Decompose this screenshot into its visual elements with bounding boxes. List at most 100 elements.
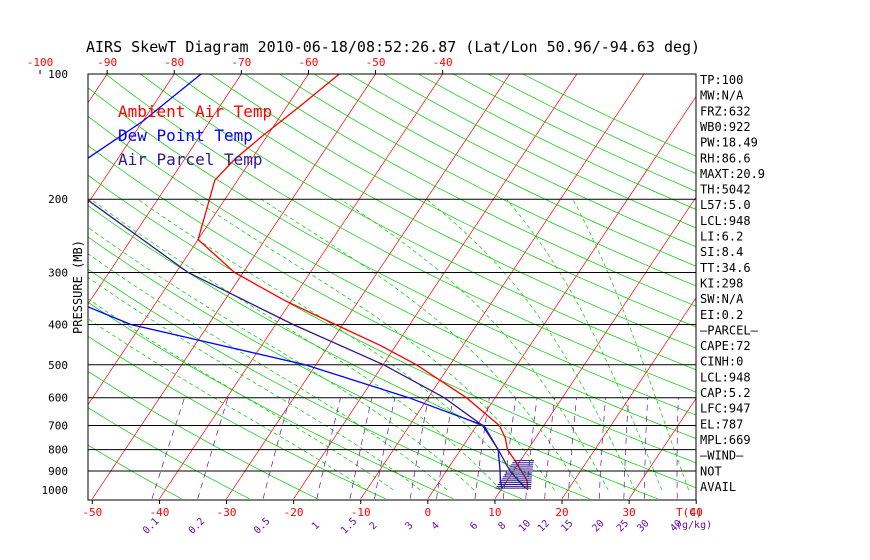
index-entry: CINH:0 xyxy=(700,355,743,369)
mixing-ratio-line xyxy=(676,397,679,499)
mixing-ratio-tick-label: 10 xyxy=(517,518,533,534)
dry-adiabat-line xyxy=(487,74,696,174)
dry-adiabat-line xyxy=(88,335,386,500)
pressure-tick-label: 300 xyxy=(48,266,68,279)
index-entry: SW:N/A xyxy=(700,292,744,306)
top-temp-tick-label: -100 xyxy=(27,56,54,69)
dry-adiabat-line xyxy=(418,74,696,210)
bottom-temp-tick-label: -20 xyxy=(284,506,304,519)
mixing-ratio-line xyxy=(474,397,490,499)
temp-unit-label: T(C) xyxy=(676,506,703,519)
dry-adiabat-line xyxy=(88,370,318,500)
isotherm-line xyxy=(830,74,870,499)
top-temp-tick-label: -80 xyxy=(164,56,184,69)
isotherm-line xyxy=(293,74,578,500)
bottom-temp-tick-label: 0 xyxy=(425,506,432,519)
dry-adiabat-line xyxy=(88,268,522,500)
dry-adiabat-line xyxy=(313,74,696,267)
dry-adiabat-line xyxy=(88,174,696,489)
mixing-ratio-tick-label: 25 xyxy=(615,518,631,534)
index-entry: WB0:922 xyxy=(700,120,751,134)
bottom-temp-tick-label: -50 xyxy=(82,506,102,519)
y-axis-label: PRESSURE (MB) xyxy=(71,240,85,334)
pressure-tick-label: 600 xyxy=(48,392,68,405)
bottom-temp-tick-label: 10 xyxy=(488,506,501,519)
index-entry: TT:34.6 xyxy=(700,261,751,275)
bottom-temp-tick-label: -30 xyxy=(217,506,237,519)
mixing-ratio-line xyxy=(409,397,429,499)
pressure-tick-label: 900 xyxy=(48,465,68,478)
bottom-temp-tick-label: -10 xyxy=(351,506,371,519)
top-temp-tick-label: -70 xyxy=(231,56,251,69)
isotherm-line xyxy=(628,397,696,500)
mixing-ratio-line xyxy=(544,397,555,499)
mixing-ratio-line xyxy=(643,397,649,499)
isotherm-line xyxy=(561,297,696,500)
isotherm-line xyxy=(763,74,870,499)
dry-adiabat-line xyxy=(88,205,658,500)
chart-title: AIRS SkewT Diagram 2010-06-18/08:52:26.8… xyxy=(86,38,700,56)
bottom-temp-tick-label: 30 xyxy=(622,506,635,519)
dry-adiabat-line xyxy=(453,74,696,192)
index-entry: MPL:669 xyxy=(700,433,751,447)
pressure-tick-label: 700 xyxy=(48,420,68,433)
plot-frame xyxy=(87,73,697,501)
index-entry: EL:787 xyxy=(700,417,743,431)
legend-entry: Air Parcel Temp xyxy=(118,150,263,169)
index-entry: LFC:947 xyxy=(700,402,751,416)
isotherm-line xyxy=(88,74,242,305)
index-entry: SI:8.4 xyxy=(700,245,743,259)
index-entry: LI:6.2 xyxy=(700,230,743,244)
dry-adiabat-line xyxy=(88,115,696,439)
mixing-ratio-line xyxy=(197,397,229,499)
moist-adiabat-line xyxy=(572,199,690,491)
plot-series xyxy=(88,74,534,491)
mixing-ratio-line xyxy=(151,397,185,499)
mixing-ratio-tick-label: 20 xyxy=(590,518,606,534)
index-entry: MW:N/A xyxy=(700,89,744,103)
index-entry: KI:298 xyxy=(700,276,743,290)
pressure-tick-label: 400 xyxy=(48,318,68,331)
mixing-ratio-line xyxy=(262,397,291,499)
mixing-ratio-tick-label: 30 xyxy=(635,518,651,534)
index-entry: RH:86.6 xyxy=(700,151,751,165)
top-temp-tick-label: -50 xyxy=(366,56,386,69)
mixing-ratio-unit-label: (g/kg) xyxy=(676,520,712,531)
dry-adiabat-line xyxy=(88,87,696,416)
mixing-ratio-tick-label: 0.1 xyxy=(141,516,162,537)
dry-adiabat-line xyxy=(88,407,250,500)
pressure-tick-label: 100 xyxy=(48,68,68,81)
mixing-ratio-tick-label: 4 xyxy=(430,520,442,532)
isotherm-line xyxy=(159,74,443,500)
mixing-ratio-line xyxy=(374,397,396,499)
mixing-ratio-tick-label: 15 xyxy=(559,518,575,534)
index-entry: L57:5.0 xyxy=(700,198,751,212)
pressure-tick-label: 500 xyxy=(48,359,68,372)
top-temp-tick-label: -60 xyxy=(299,56,319,69)
dry-adiabat-line xyxy=(88,145,696,464)
mixing-ratio-line xyxy=(502,397,517,499)
index-entry: EI:0.2 xyxy=(700,308,743,322)
dry-adiabat-line xyxy=(174,74,696,349)
isotherm-line xyxy=(226,74,511,500)
dry-adiabat-line xyxy=(140,74,696,371)
mixing-ratio-line xyxy=(349,397,373,499)
dry-adiabat-line xyxy=(279,74,696,287)
dry-adiabat-line xyxy=(105,74,696,393)
isotherm-line xyxy=(427,95,696,500)
mixing-ratio-line xyxy=(436,397,454,499)
legend-entry: Ambient Air Temp xyxy=(118,102,272,121)
dry-adiabat-line xyxy=(244,74,696,307)
moist-adiabat-line xyxy=(426,198,636,491)
plot-grid xyxy=(0,74,870,500)
mixing-ratio-tick-label: 3 xyxy=(403,520,415,532)
bottom-temp-tick-label: -40 xyxy=(149,506,169,519)
isotherm-line xyxy=(0,74,40,499)
mixing-ratio-tick-label: 0.2 xyxy=(187,516,208,537)
pressure-tick-label: 1000 xyxy=(42,484,69,497)
index-entry: LCL:948 xyxy=(700,214,751,228)
index-entry: NOT xyxy=(700,464,722,478)
mixing-ratio-line xyxy=(623,397,629,499)
